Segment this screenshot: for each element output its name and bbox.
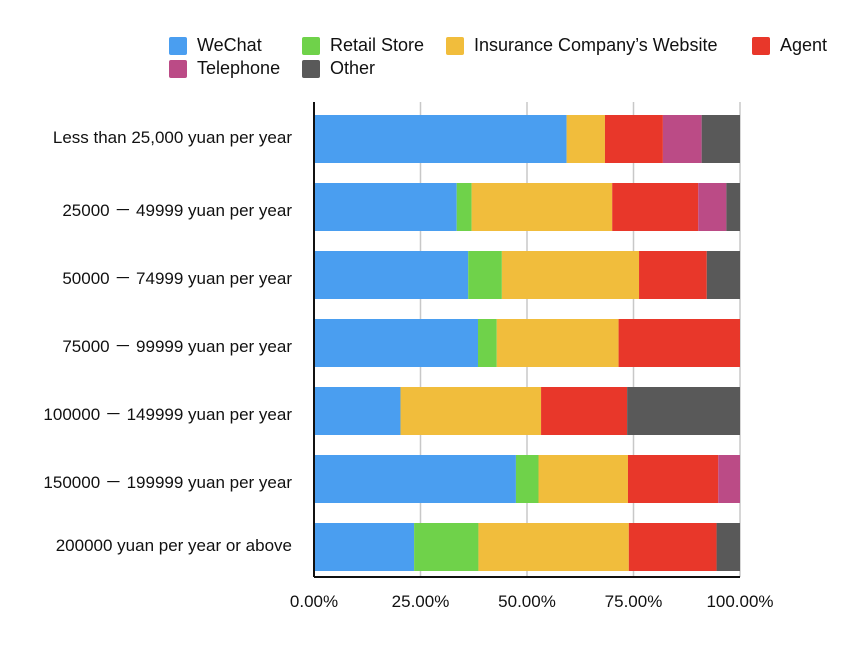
bar-segment [726, 183, 740, 231]
bar-segment [314, 523, 415, 571]
bar-segment [478, 319, 497, 367]
legend-label: Insurance Company’s Website [474, 35, 718, 55]
bars [314, 115, 740, 571]
bar-segment [627, 387, 740, 435]
category-label: 75000 － 99999 yuan per year [62, 337, 292, 356]
bar-segment [314, 183, 457, 231]
category-label: 50000 － 74999 yuan per year [62, 269, 292, 288]
bar-segment [627, 455, 719, 503]
legend-item: Retail Store [302, 35, 424, 56]
category-label: 150000 － 199999 yuan per year [43, 473, 292, 492]
bar-segment [706, 251, 740, 299]
legend-label: Agent [780, 35, 828, 55]
bar-segment [314, 455, 516, 503]
bar-segment [538, 455, 628, 503]
category-label: Less than 25,000 yuan per year [52, 128, 292, 147]
bar-segment [612, 183, 699, 231]
legend-item: Insurance Company’s Website [446, 35, 717, 56]
bar-segment [541, 387, 628, 435]
legend-swatch [302, 59, 320, 78]
bar-segment [701, 115, 740, 163]
bar-segment [618, 319, 740, 367]
bar-segment [314, 115, 567, 163]
legend-swatch [169, 59, 187, 78]
legend-label: Telephone [197, 58, 281, 78]
bar-segment [414, 523, 479, 571]
axes [313, 102, 740, 578]
x-tick-label: 75.00% [604, 592, 663, 611]
legend-item: Telephone [169, 58, 280, 79]
legend-swatch [446, 36, 464, 55]
legend-swatch [752, 36, 770, 55]
category-label: 200000 yuan per year or above [55, 536, 292, 555]
bar-segment [478, 523, 629, 571]
bar-segment [718, 455, 740, 503]
bar-segment [314, 251, 469, 299]
legend-item: WeChat [169, 35, 262, 56]
bar-segment [468, 251, 502, 299]
bar-segment [400, 387, 542, 435]
bar-segment [566, 115, 605, 163]
bar-segment [515, 455, 539, 503]
category-label: 25000 － 49999 yuan per year [62, 201, 292, 220]
bar-segment [716, 523, 740, 571]
legend-label: Retail Store [330, 35, 425, 55]
bar-segment [628, 523, 717, 571]
category-label: 100000 － 149999 yuan per year [43, 405, 292, 424]
x-tick-label: 100.00% [706, 592, 774, 611]
bar-segment [314, 319, 479, 367]
x-tick-label: 25.00% [391, 592, 450, 611]
x-tick-label: 0.00% [289, 592, 339, 611]
legend-label: WeChat [197, 35, 262, 55]
bar-segment [456, 183, 472, 231]
bar-segment [698, 183, 727, 231]
bar-segment [604, 115, 663, 163]
legend-swatch [169, 36, 187, 55]
bar-segment [496, 319, 619, 367]
bar-segment [662, 115, 702, 163]
bar-segment [639, 251, 707, 299]
legend-swatch [302, 36, 320, 55]
x-tick-label: 50.00% [498, 592, 556, 611]
bar-segment [314, 387, 401, 435]
bar-segment [471, 183, 613, 231]
bar-segment [501, 251, 640, 299]
legend-item: Agent [752, 35, 827, 56]
legend-item: Other [302, 58, 375, 79]
legend-label: Other [330, 58, 376, 78]
